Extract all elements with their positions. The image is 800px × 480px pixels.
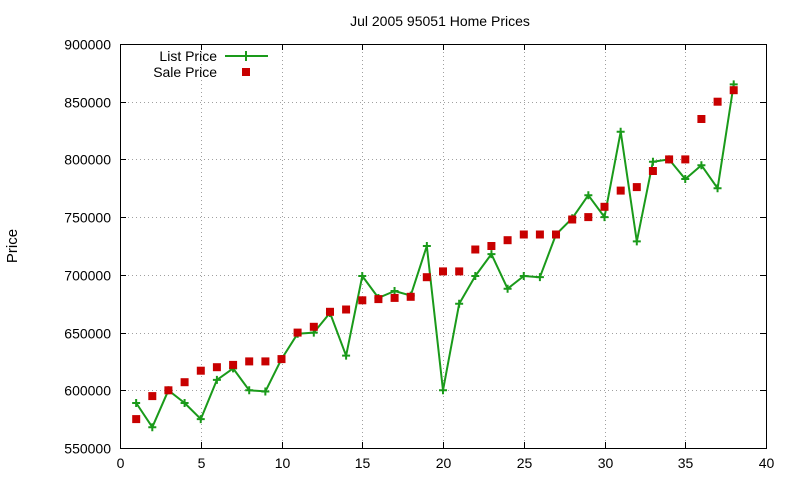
sale-price-point: [245, 357, 254, 366]
list-price-point: [261, 387, 270, 396]
y-tick-label: 550000: [64, 441, 111, 457]
list-price-point: [196, 415, 205, 424]
sale-price-point: [374, 295, 383, 304]
sale-price-point: [616, 186, 625, 195]
x-tick-label: 20: [436, 455, 452, 471]
chart-title: Jul 2005 95051 Home Prices: [350, 13, 530, 29]
list-price-point: [132, 398, 141, 407]
list-price-point: [358, 272, 367, 281]
list-price-point: [245, 386, 254, 395]
sale-price-point: [697, 115, 706, 123]
sale-price-point: [665, 155, 674, 164]
y-tick-label: 900000: [64, 37, 111, 53]
sale-price-point: [164, 386, 173, 395]
list-price-point: [503, 284, 512, 293]
sale-price-point: [584, 213, 593, 222]
sale-price-point: [277, 355, 286, 364]
sale-price-point: [229, 360, 238, 369]
list-price-point: [697, 161, 706, 170]
x-tick-label: 0: [117, 455, 125, 471]
y-axis-label: Price: [4, 229, 21, 263]
y-tick-label: 700000: [64, 268, 111, 284]
sale-price-point: [212, 363, 221, 372]
x-tick-label: 10: [275, 455, 291, 471]
list-price-point: [681, 175, 690, 184]
sale-price-point: [293, 328, 302, 337]
list-price-point: [616, 127, 625, 136]
x-tick-label: 5: [198, 455, 206, 471]
legend: List Price Sale Price: [153, 48, 268, 80]
y-tick-label: 600000: [64, 383, 111, 399]
sale-price-point: [390, 293, 399, 302]
sale-price-point: [519, 230, 528, 239]
sale-price-point: [309, 322, 318, 331]
sale-price-point: [648, 167, 657, 175]
sale-price-point: [471, 245, 480, 254]
y-tick-label: 750000: [64, 210, 111, 226]
list-price-point: [487, 250, 496, 259]
x-tick-label: 40: [759, 455, 775, 471]
sale-price-point: [632, 183, 641, 192]
sale-price-point: [713, 97, 722, 106]
y-tick-label: 650000: [64, 326, 111, 342]
sale-price-point: [342, 305, 351, 314]
legend-swatches: [225, 51, 268, 76]
tick-labels: 0 5 10 15 20 25 30 35 40 550000 600000 650000 700000…: [64, 37, 774, 472]
sale-price-point: [503, 236, 512, 245]
grid-lines: [120, 44, 766, 448]
sale-price-point: [196, 366, 205, 375]
list-price-point: [455, 299, 464, 308]
sale-price-point: [487, 242, 496, 250]
list-price-point: [212, 375, 221, 384]
list-price-point: [422, 242, 431, 250]
sale-price-point: [439, 267, 447, 276]
list-price-point: [148, 423, 157, 432]
sale-price-point: [552, 230, 560, 239]
legend-label-list-price: List Price: [159, 48, 217, 64]
legend-label-sale-price: Sale Price: [153, 64, 217, 80]
list-price-line: [135, 84, 735, 429]
sale-price-point: [455, 267, 464, 276]
x-tick-label: 35: [678, 455, 694, 471]
list-price-point: [535, 273, 544, 282]
sale-price-point: [358, 296, 367, 305]
list-price-point: [390, 287, 399, 296]
x-tick-label: 30: [598, 455, 614, 471]
sale-price-point: [148, 392, 157, 401]
list-price-point: [584, 191, 593, 200]
list-price-point: [519, 272, 528, 281]
sale-price-point: [681, 155, 690, 164]
sale-price-point: [180, 378, 189, 387]
list-price-point: [180, 398, 189, 407]
list-price-point: [632, 237, 641, 246]
list-price-point: [713, 184, 722, 193]
y-tick-label: 800000: [64, 152, 111, 168]
sale-price-point: [729, 86, 738, 95]
list-price-point: [342, 351, 351, 360]
legend-swatch-sale-price: [242, 68, 250, 76]
sale-price-point: [600, 202, 609, 211]
sale-price-point: [132, 415, 141, 424]
list-price-point: [439, 386, 447, 395]
sale-price-point: [422, 273, 431, 282]
data-series: [132, 80, 738, 432]
list-price-point: [600, 213, 609, 222]
plot-frame: [120, 44, 767, 449]
legend-swatch-list-price-marker: [241, 51, 251, 61]
list-price-point: [648, 157, 657, 166]
x-tick-label: 25: [517, 455, 533, 471]
sale-price-point: [568, 215, 577, 224]
sale-price-point: [326, 307, 334, 316]
sale-price-point: [261, 357, 270, 366]
sale-price-point: [406, 292, 415, 301]
sale-price-point: [535, 230, 544, 239]
y-tick-label: 850000: [64, 95, 111, 111]
list-price-point: [471, 272, 480, 281]
x-tick-label: 15: [355, 455, 371, 471]
